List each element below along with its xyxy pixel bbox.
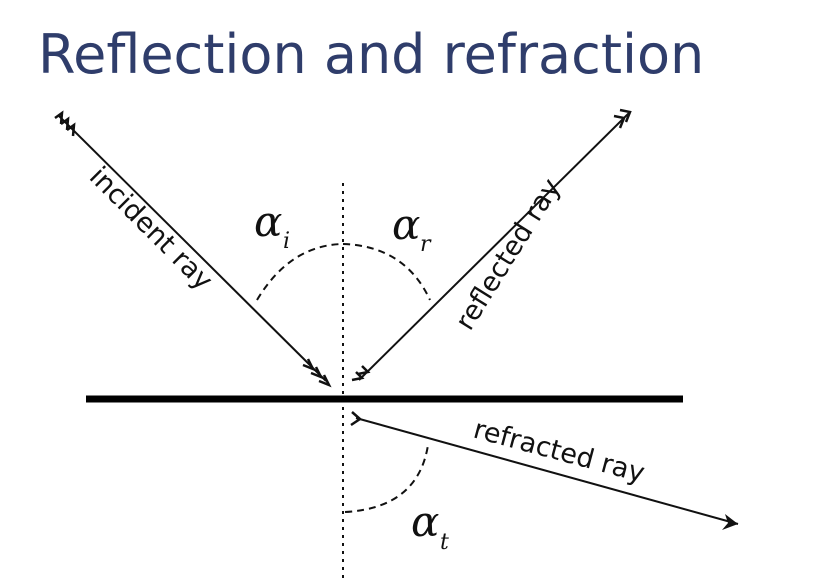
refracted-ray-label: refracted ray xyxy=(470,414,648,489)
refracted-angle-arc xyxy=(344,444,429,513)
refracted-ray xyxy=(350,411,739,530)
svg-text:r: r xyxy=(420,232,432,257)
svg-text:t: t xyxy=(440,530,449,555)
incident-angle-label: α i xyxy=(254,197,290,254)
reflected-angle-label: α r xyxy=(392,200,432,257)
reflected-tail-feathers-icon xyxy=(351,365,371,382)
refracted-angle-label: α t xyxy=(411,497,449,555)
reflected-ray-label: reflected ray xyxy=(450,173,568,335)
reflected-head-arrow-icon xyxy=(613,108,632,129)
svg-text:i: i xyxy=(283,229,290,254)
svg-text:α: α xyxy=(411,497,439,546)
incident-tail-feathers-icon xyxy=(54,110,76,137)
refracted-head-arrow-icon xyxy=(722,514,738,530)
reflected-angle-arc xyxy=(342,243,431,301)
page-title: Reflection and refraction xyxy=(38,23,705,86)
incident-head-arrow-icon xyxy=(302,358,332,388)
incident-ray xyxy=(54,110,332,388)
refracted-tail-feathers-icon xyxy=(350,411,363,427)
svg-text:α: α xyxy=(392,200,420,249)
svg-text:α: α xyxy=(254,197,282,246)
reflected-ray xyxy=(351,108,632,382)
incident-ray-label: incident ray xyxy=(83,161,219,297)
incident-angle-arc xyxy=(256,243,344,301)
